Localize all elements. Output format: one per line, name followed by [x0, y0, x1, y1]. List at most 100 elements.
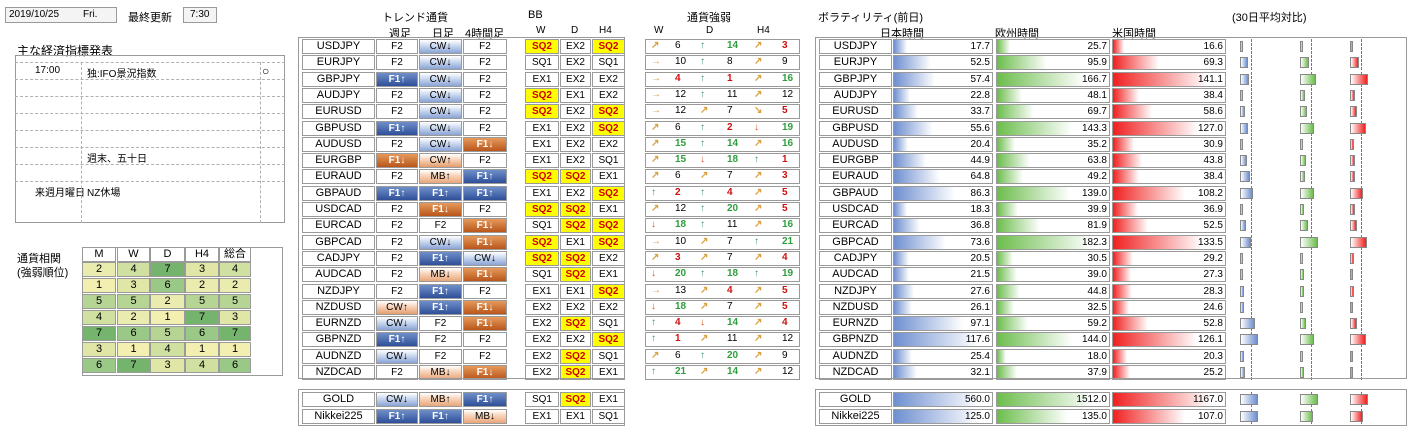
avg-bar [1300, 334, 1314, 346]
pair-name[interactable]: EURAUD [302, 169, 375, 185]
pair-name[interactable]: EURCAD [302, 218, 375, 234]
vol-bar: 27.6 [893, 283, 993, 299]
trend-cell: MB↓ [463, 408, 507, 424]
econ-divider [81, 62, 82, 223]
strength-rank: 19 [782, 121, 794, 133]
corr-cell: 3 [185, 262, 219, 277]
vol-value: 44.8 [1087, 285, 1107, 297]
pair-name[interactable]: EURJPY [302, 55, 375, 71]
vol-fill [997, 72, 1085, 86]
pair-name[interactable]: Nikkei225 [302, 408, 375, 424]
trend-cell: F2 [376, 250, 418, 266]
vol-value: 48.1 [1087, 89, 1107, 101]
pair-name[interactable]: USDCAD [302, 202, 375, 217]
vol-fill [894, 284, 914, 298]
econ-row [15, 79, 285, 96]
strength-rank: 20 [727, 349, 739, 361]
bb-cell: SQ2 [560, 267, 591, 283]
pair-name[interactable]: NZDUSD [302, 299, 375, 315]
strength-rank: 5 [782, 105, 788, 117]
vol-fill [1113, 333, 1198, 347]
corr-cell: 5 [150, 326, 185, 341]
corr-cell: 7 [82, 326, 116, 341]
vol-value: 52.5 [970, 57, 990, 69]
avg-marker [1311, 39, 1312, 54]
trend-cell: F1↓ [463, 299, 507, 315]
strength-arrow-icon: ↗ [651, 154, 660, 166]
avg-bar [1240, 41, 1243, 52]
avg-bar [1240, 394, 1258, 405]
strength-row [645, 299, 800, 315]
econ-row [15, 62, 285, 79]
vol-value: 107.0 [1197, 410, 1223, 422]
bb-cell: EX1 [525, 153, 559, 169]
pair-name[interactable]: NZDCAD [302, 365, 375, 380]
avg-marker [1361, 250, 1362, 266]
trend-cell: F1↑ [463, 169, 507, 185]
trend-cell: F1↑ [376, 408, 418, 424]
trend-cell: MB↑ [419, 169, 462, 185]
bb-cell: SQ2 [525, 87, 559, 103]
pair-name[interactable]: NZDJPY [302, 283, 375, 299]
strength-rank: 4 [675, 72, 681, 84]
vol-pair-name: EURAUD [819, 169, 892, 185]
vol-bar: 38.4 [1112, 87, 1226, 103]
vol-bar: 33.7 [893, 104, 993, 120]
trend-frame [298, 37, 625, 379]
pair-name[interactable]: EURNZD [302, 316, 375, 332]
pair-name[interactable]: AUDNZD [302, 348, 375, 364]
pair-name[interactable]: AUDCAD [302, 267, 375, 283]
strength-row [645, 104, 800, 120]
trend-cell: F2 [376, 39, 418, 54]
corr-cell: 1 [82, 278, 116, 293]
pair-name[interactable]: AUDUSD [302, 136, 375, 152]
vol-fill [1113, 219, 1149, 233]
vol-bar: 73.6 [893, 234, 993, 250]
pair-name[interactable]: GBPJPY [302, 71, 375, 87]
pair-name[interactable]: GOLD [302, 392, 375, 407]
corr-header: W [117, 247, 150, 262]
strength-rank: 21 [675, 366, 687, 377]
pair-name[interactable]: GBPCAD [302, 234, 375, 250]
bb-cell: SQ1 [525, 55, 559, 71]
strength-rank: 16 [782, 72, 794, 84]
strength-arrow-icon: ↗ [700, 170, 709, 182]
corr-cell: 2 [185, 278, 219, 293]
avg-bar [1300, 57, 1310, 69]
vol-pair-name: EURUSD [819, 104, 892, 120]
avg-marker [1361, 87, 1362, 103]
avg-marker [1361, 169, 1362, 185]
strength-rank: 19 [782, 268, 794, 280]
vol-value: 25.4 [970, 350, 990, 362]
avg-bar [1350, 410, 1364, 422]
avg-marker [1311, 283, 1312, 299]
vol-fill [997, 366, 1017, 379]
avg-marker [1251, 267, 1252, 283]
corr-cell: 2 [82, 262, 116, 277]
strength-arrow-icon: → [651, 235, 661, 247]
vol-bar: 135.0 [996, 408, 1110, 424]
bb-cell: EX2 [525, 316, 559, 332]
updated-label: 最終更新 [128, 12, 172, 24]
pair-name[interactable]: USDJPY [302, 39, 375, 54]
bb-cell: SQ2 [592, 39, 625, 54]
pair-name[interactable]: EURGBP [302, 153, 375, 169]
pair-name[interactable]: GBPNZD [302, 332, 375, 348]
vol-bar: 59.2 [996, 316, 1110, 332]
corr-title: 通貨相関 [17, 253, 61, 265]
vol-bar: 39.9 [996, 202, 1110, 217]
pair-name[interactable]: GBPAUD [302, 185, 375, 201]
pair-name[interactable]: EURUSD [302, 104, 375, 120]
avg-marker [1311, 153, 1312, 169]
str-col-d: D [706, 25, 714, 36]
pair-name[interactable]: GBPUSD [302, 120, 375, 136]
strength-arrow-icon: ↗ [754, 170, 763, 182]
vol-fill [1113, 349, 1127, 363]
corr-cell: 3 [117, 278, 150, 293]
pair-name[interactable]: CADJPY [302, 250, 375, 266]
bb-cell: EX1 [592, 365, 625, 380]
pair-name[interactable]: AUDJPY [302, 87, 375, 103]
corr-header: H4 [185, 247, 219, 262]
vol-bar: 25.2 [1112, 365, 1226, 380]
trend-cell: F2 [463, 120, 507, 136]
